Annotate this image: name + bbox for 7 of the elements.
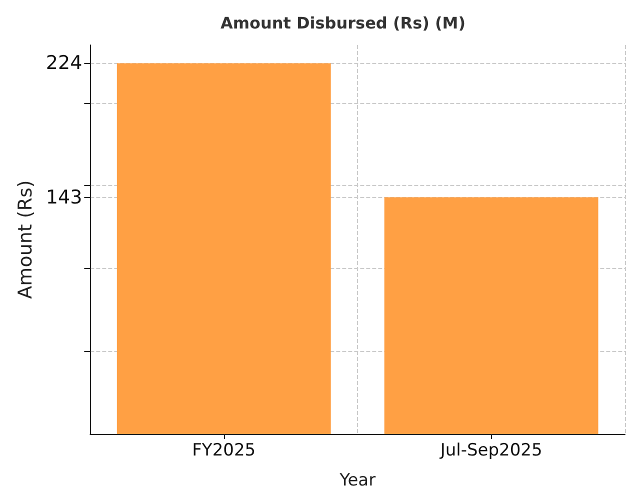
y-tick-label: 224 xyxy=(46,52,82,74)
x-tick-label: FY2025 xyxy=(192,440,256,460)
x-axis-title: Year xyxy=(338,470,376,490)
chart-title: Amount Disbursed (Rs) (M) xyxy=(220,14,466,32)
x-tick-label: Jul-Sep2025 xyxy=(439,440,542,460)
y-tick-label: 143 xyxy=(46,186,82,208)
y-axis-title: Amount (Rs) xyxy=(14,180,36,299)
